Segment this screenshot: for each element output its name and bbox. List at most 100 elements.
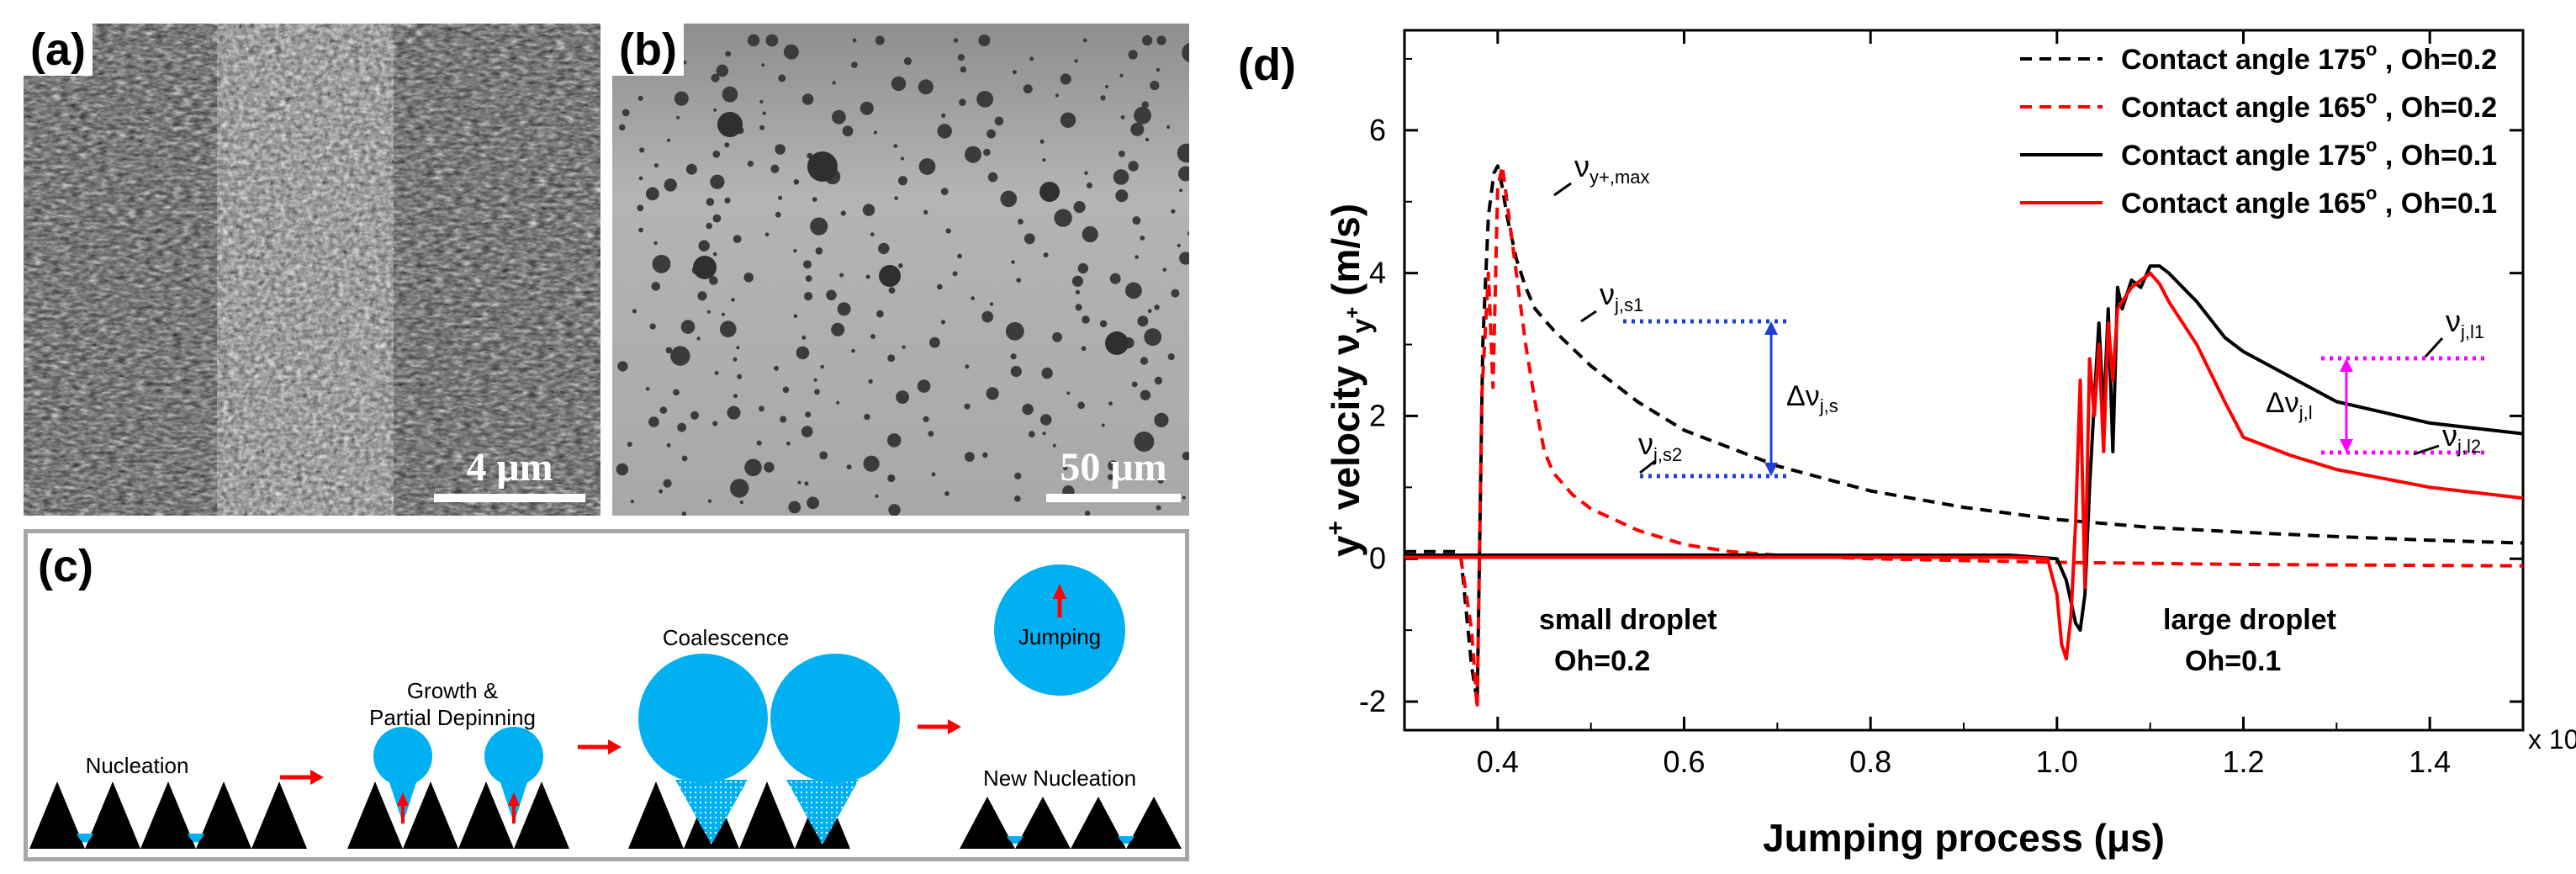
condensate-droplet bbox=[712, 421, 718, 426]
condensate-droplet bbox=[1109, 273, 1121, 284]
panel-c-label: (c) bbox=[38, 541, 93, 591]
condensate-droplet bbox=[900, 156, 905, 161]
condensate-droplet bbox=[1182, 495, 1186, 500]
annotation-delta-vl: Δνj,l bbox=[2266, 387, 2313, 423]
condensate-droplet bbox=[721, 312, 725, 316]
condensate-droplet bbox=[1022, 403, 1034, 416]
condensate-droplet bbox=[737, 373, 743, 379]
condensate-droplet bbox=[788, 501, 801, 514]
condensate-droplet bbox=[1147, 309, 1152, 314]
condensate-droplet bbox=[1052, 331, 1062, 342]
condensate-droplet bbox=[959, 98, 966, 106]
condensate-droplet bbox=[832, 81, 836, 85]
condensate-droplet bbox=[981, 310, 994, 323]
annotation-vs2: νj,s2 bbox=[1638, 426, 1682, 474]
label-large-oh: Oh=0.1 bbox=[2185, 645, 2281, 677]
condensate-droplet bbox=[775, 211, 781, 218]
condensate-droplet bbox=[681, 455, 688, 462]
condensate-droplet bbox=[928, 431, 934, 437]
svg-text:Δνj,l: Δνj,l bbox=[2266, 387, 2313, 423]
condensate-droplet bbox=[622, 109, 630, 117]
condensate-droplet bbox=[638, 227, 643, 233]
condensate-droplet bbox=[876, 310, 884, 318]
condensate-droplet bbox=[923, 416, 929, 422]
condensate-droplet bbox=[725, 50, 732, 57]
label-growth-line2: Partial Depinning bbox=[369, 705, 536, 730]
condensate-droplet bbox=[929, 336, 940, 348]
condensate-droplet bbox=[1128, 161, 1139, 172]
condensate-droplet bbox=[663, 479, 672, 488]
annotation-vl1: νj,l1 bbox=[2424, 304, 2484, 358]
condensate-droplet bbox=[722, 86, 738, 103]
condensate-droplet bbox=[646, 187, 659, 201]
measure-lines-large bbox=[2321, 356, 2489, 455]
condensate-droplet bbox=[1177, 143, 1189, 163]
condensate-droplet bbox=[957, 54, 965, 61]
annotation-delta-vs: Δνj,s bbox=[1786, 380, 1838, 416]
legend-label-3: Contact angle 175o , Oh=0.1 bbox=[2121, 135, 2497, 172]
condensate-droplet bbox=[1043, 252, 1049, 258]
condensate-droplet bbox=[651, 282, 661, 291]
condensate-droplet bbox=[637, 204, 644, 212]
condensate-droplet bbox=[736, 346, 740, 350]
condensate-droplet bbox=[870, 232, 875, 237]
nucleus-droplet bbox=[77, 834, 93, 843]
condensate-droplet bbox=[803, 292, 813, 301]
condensate-droplet bbox=[923, 209, 928, 215]
up-arrow-icon bbox=[508, 792, 520, 824]
condensate-droplet bbox=[917, 379, 931, 393]
condensate-droplet bbox=[1154, 305, 1160, 310]
condensate-droplet bbox=[770, 164, 780, 173]
x-axis-label: Jumping process (μs) bbox=[1763, 816, 2165, 860]
condensate-droplet bbox=[724, 197, 731, 204]
condensate-droplet bbox=[964, 403, 971, 410]
label-small-droplet: small droplet bbox=[1539, 604, 1717, 636]
condensate-droplet bbox=[875, 494, 879, 499]
red-arrow-icon bbox=[918, 719, 961, 734]
condensate-droplet bbox=[1066, 391, 1071, 395]
condensate-droplet bbox=[710, 174, 725, 189]
svg-text:νj,l1: νj,l1 bbox=[2446, 304, 2484, 342]
condensate-droplet bbox=[1018, 219, 1024, 225]
condensate-droplet bbox=[765, 34, 779, 47]
condensate-droplet bbox=[989, 302, 994, 306]
panel-b-micrograph: (b) 50 μm bbox=[612, 24, 1189, 516]
measure-lines-small bbox=[1623, 319, 1791, 479]
condensate-droplet bbox=[706, 222, 712, 230]
condensate-droplet bbox=[1016, 278, 1022, 283]
panel-a-label: (a) bbox=[24, 24, 93, 76]
condensate-droplet bbox=[1014, 472, 1022, 480]
condensate-droplet bbox=[797, 480, 801, 485]
condensate-droplet bbox=[1140, 236, 1145, 241]
condensate-droplet bbox=[1108, 401, 1113, 406]
condensate-droplet bbox=[1062, 465, 1068, 471]
condensate-droplet bbox=[1171, 289, 1180, 298]
condensate-droplet bbox=[1137, 315, 1149, 327]
condensate-droplet bbox=[676, 115, 680, 119]
condensate-droplet bbox=[1118, 151, 1125, 157]
series-line-4 bbox=[1404, 271, 2523, 661]
condensate-droplet bbox=[864, 413, 870, 421]
coalescing-droplet bbox=[638, 654, 768, 783]
condensate-droplet bbox=[665, 347, 673, 354]
condensate-droplet bbox=[733, 394, 738, 399]
condensate-droplet bbox=[894, 196, 898, 200]
condensate-droplet bbox=[1042, 158, 1046, 162]
condensate-droplet bbox=[1082, 38, 1087, 43]
condensate-droplet bbox=[888, 287, 896, 294]
series-line-1 bbox=[1404, 164, 2523, 703]
condensate-droplet bbox=[870, 334, 875, 339]
condensate-droplet bbox=[793, 249, 797, 253]
condensate-droplet bbox=[1179, 188, 1182, 193]
condensate-droplet bbox=[707, 499, 712, 503]
condensate-droplet bbox=[709, 276, 718, 285]
condensate-droplet bbox=[918, 79, 934, 95]
condensate-droplet bbox=[953, 38, 959, 43]
condensate-droplet bbox=[761, 63, 765, 67]
condensate-droplet bbox=[744, 458, 762, 477]
condensate-droplet bbox=[1120, 115, 1125, 119]
condensate-droplet bbox=[1099, 320, 1108, 328]
svg-text:Δνj,s: Δνj,s bbox=[1786, 380, 1838, 416]
x-tick-labels: 0.4 0.6 0.8 1.0 1.2 1.4 bbox=[1477, 744, 2451, 779]
condensate-droplet bbox=[1145, 137, 1150, 142]
